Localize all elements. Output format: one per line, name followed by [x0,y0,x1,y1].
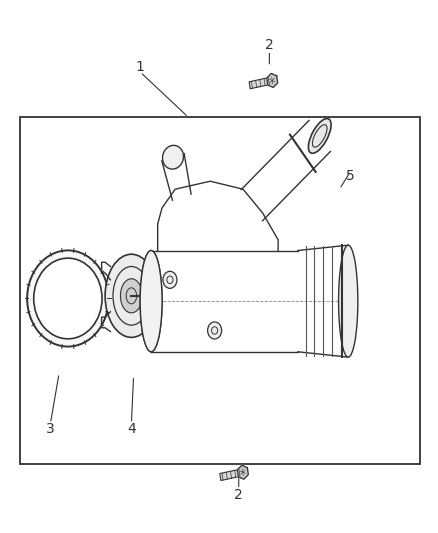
Ellipse shape [34,258,102,339]
Ellipse shape [120,279,142,313]
Polygon shape [249,77,273,89]
Ellipse shape [162,146,184,169]
Text: 3: 3 [46,422,55,436]
Polygon shape [267,74,278,87]
Ellipse shape [140,251,162,352]
Text: 2: 2 [265,38,274,52]
Text: 1: 1 [136,60,145,74]
Ellipse shape [163,271,177,288]
Ellipse shape [308,118,331,154]
Polygon shape [237,465,248,479]
Text: 4: 4 [127,422,136,436]
Ellipse shape [339,245,358,357]
Polygon shape [220,469,244,481]
Ellipse shape [27,251,109,346]
Bar [20,117,420,464]
Text: 5: 5 [346,169,355,183]
Ellipse shape [140,251,162,352]
Ellipse shape [208,322,222,339]
Ellipse shape [105,254,158,337]
Text: 2: 2 [234,488,243,502]
